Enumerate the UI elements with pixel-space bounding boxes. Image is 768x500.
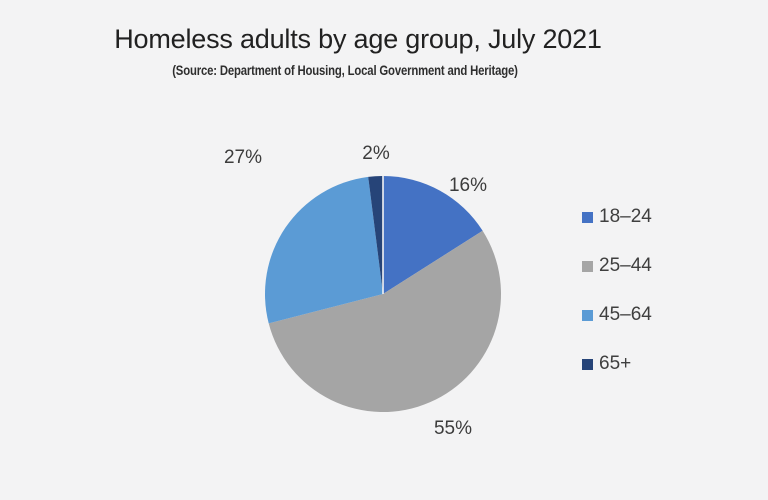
chart-subtitle-text: (Source: Department of Housing, Local Go… — [172, 63, 518, 78]
pie-label-18-24: 16% — [448, 175, 488, 196]
pie-slice-18-24 — [383, 175, 483, 294]
pie-slice-25-44 — [268, 230, 502, 413]
legend-item-18-24: 18–24 — [582, 207, 652, 227]
legend-label: 18–24 — [599, 206, 652, 227]
legend-item-25-44: 25–44 — [582, 256, 652, 276]
legend-label: 25–44 — [599, 255, 652, 276]
pie-label-65plus: 2% — [362, 143, 390, 164]
legend-label: 65+ — [599, 353, 632, 374]
pie-slice-65plus — [368, 176, 383, 294]
legend: 18–24 25–44 45–64 65+ — [582, 207, 652, 374]
legend-swatch-icon — [582, 358, 593, 370]
chart-title: Homeless adults by age group, July 2021 — [114, 24, 602, 54]
pie-label-25-44: 55% — [433, 418, 473, 439]
legend-item-45-64: 45–64 — [582, 305, 652, 325]
pie-label-45-64: 27% — [223, 147, 263, 168]
legend-swatch-icon — [582, 309, 593, 321]
legend-swatch-icon — [582, 260, 593, 272]
pie-slice-45-64 — [265, 176, 383, 324]
chart-subtitle: (Source: Department of Housing, Local Go… — [139, 62, 550, 80]
legend-label: 45–64 — [599, 304, 652, 325]
legend-swatch-icon — [582, 211, 593, 223]
legend-item-65plus: 65+ — [582, 354, 652, 374]
